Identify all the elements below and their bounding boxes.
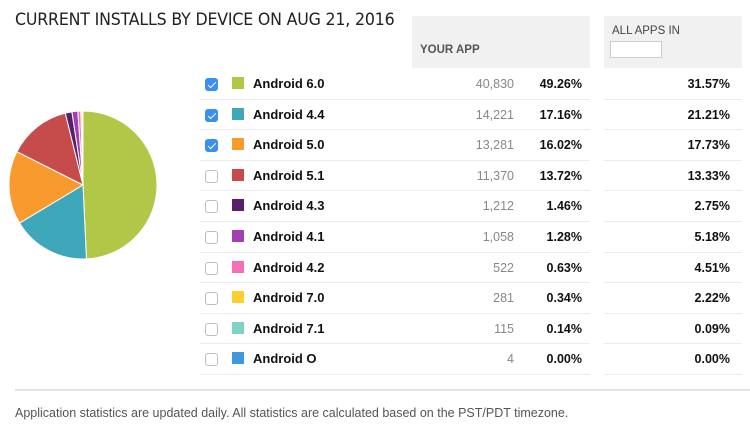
color-swatch-icon	[232, 260, 244, 273]
device-name: Android 5.1	[253, 167, 325, 183]
footer-divider	[15, 389, 750, 391]
pie-slice	[16, 112, 84, 186]
table-row: 0.09%	[604, 314, 742, 345]
row-checkbox[interactable]	[205, 139, 218, 153]
device-name: Android 6.0	[253, 76, 325, 91]
table-row: Android 4.4 14,221 17.16%	[200, 100, 590, 131]
table-row: Android 6.0 40,830 49.26%	[200, 69, 590, 100]
install-percent: 0.00%	[546, 352, 582, 367]
all-apps-percent: 4.51%	[694, 260, 730, 275]
install-count: 1,058	[482, 229, 514, 244]
device-name: Android 7.1	[253, 320, 325, 336]
table-row: Android 4.3 1,212 1.46%	[200, 191, 590, 222]
table-row: Android 7.0 281 0.34%	[200, 283, 590, 314]
pie-slice	[8, 151, 85, 224]
all-apps-percent: 2.75%	[694, 199, 730, 214]
all-apps-table: 31.57% 21.21% 17.73% 13.33% 2.75% 5.18% 4.51% 2…	[604, 69, 742, 375]
all-apps-percent: 13.33%	[687, 168, 730, 183]
all-apps-category-select[interactable]	[610, 41, 662, 58]
pie-slice	[82, 110, 158, 260]
row-checkbox[interactable]	[205, 200, 218, 214]
install-count: 281	[493, 291, 514, 306]
install-count: 522	[493, 260, 514, 275]
all-apps-percent: 2.22%	[694, 291, 730, 306]
installs-pie-chart	[8, 110, 158, 260]
row-checkbox[interactable]	[205, 169, 218, 183]
your-app-header-label: YOUR APP	[420, 44, 480, 56]
all-apps-percent: 5.18%	[694, 229, 730, 244]
color-swatch-icon	[232, 168, 244, 181]
table-row: 21.21%	[604, 100, 742, 131]
row-checkbox[interactable]	[205, 292, 218, 306]
your-app-table: Android 6.0 40,830 49.26% Android 4.4 14,221…	[200, 69, 590, 375]
install-percent: 0.34%	[546, 291, 582, 306]
table-row: 5.18%	[604, 222, 742, 253]
table-row: 31.57%	[604, 69, 742, 100]
all-apps-percent: 0.00%	[694, 352, 730, 367]
install-count: 115	[494, 321, 514, 336]
color-swatch-icon	[232, 199, 244, 212]
pie-slice	[81, 110, 84, 186]
row-checkbox[interactable]	[205, 108, 218, 122]
table-row: Android 5.0 13,281 16.02%	[200, 130, 590, 161]
device-name: Android 5.0	[253, 137, 325, 153]
table-row: 2.75%	[604, 191, 742, 222]
install-percent: 16.02%	[539, 138, 582, 153]
install-percent: 49.26%	[539, 77, 582, 91]
row-checkbox[interactable]	[205, 353, 218, 367]
table-row: Android O 4 0.00%	[200, 344, 590, 375]
all-apps-percent: 31.57%	[687, 77, 730, 91]
table-row: Android 5.1 11,370 13.72%	[200, 161, 590, 192]
all-apps-percent: 0.09%	[694, 321, 730, 336]
device-name: Android 4.4	[253, 106, 325, 122]
pie-slice	[18, 184, 87, 260]
install-percent: 0.63%	[546, 260, 582, 275]
table-row: Android 4.1 1,058 1.28%	[200, 222, 590, 253]
all-apps-header-label: ALL APPS IN	[612, 25, 680, 37]
table-row: Android 4.2 522 0.63%	[200, 253, 590, 284]
all-apps-column-header: ALL APPS IN	[604, 16, 742, 68]
install-count: 4	[507, 352, 514, 367]
color-swatch-icon	[232, 291, 244, 304]
install-percent: 13.72%	[539, 168, 582, 183]
table-row: 13.33%	[604, 161, 742, 192]
all-apps-percent: 17.73%	[687, 138, 730, 153]
table-row: 4.51%	[604, 253, 742, 284]
install-count: 14,221	[475, 107, 514, 122]
color-swatch-icon	[232, 352, 244, 365]
page-title: CURRENT INSTALLS BY DEVICE ON AUG 21, 20…	[15, 10, 395, 30]
table-row: 0.00%	[604, 344, 742, 375]
install-count: 40,830	[475, 77, 514, 91]
device-name: Android 4.3	[253, 198, 325, 214]
your-app-column-header: YOUR APP	[412, 16, 590, 68]
color-swatch-icon	[232, 77, 244, 89]
device-name: Android O	[253, 351, 317, 367]
table-row: 2.22%	[604, 283, 742, 314]
footer-note: Application statistics are updated daily…	[15, 406, 569, 420]
install-percent: 0.14%	[546, 321, 582, 336]
color-swatch-icon	[232, 107, 244, 120]
color-swatch-icon	[232, 229, 244, 242]
install-percent: 1.46%	[546, 199, 582, 214]
row-checkbox[interactable]	[205, 322, 218, 336]
install-count: 11,370	[476, 168, 514, 183]
row-checkbox[interactable]	[205, 78, 218, 91]
install-percent: 17.16%	[539, 107, 582, 122]
install-percent: 1.28%	[546, 229, 582, 244]
device-name: Android 7.0	[253, 290, 325, 306]
table-row: Android 7.1 115 0.14%	[200, 314, 590, 345]
all-apps-percent: 21.21%	[687, 107, 730, 122]
row-checkbox[interactable]	[205, 230, 218, 244]
install-count: 13,281	[475, 138, 514, 153]
color-swatch-icon	[232, 138, 244, 151]
row-checkbox[interactable]	[205, 261, 218, 275]
color-swatch-icon	[232, 321, 244, 334]
install-count: 1,212	[482, 199, 514, 214]
table-row: 17.73%	[604, 130, 742, 161]
device-name: Android 4.2	[253, 259, 325, 275]
device-name: Android 4.1	[253, 228, 325, 244]
